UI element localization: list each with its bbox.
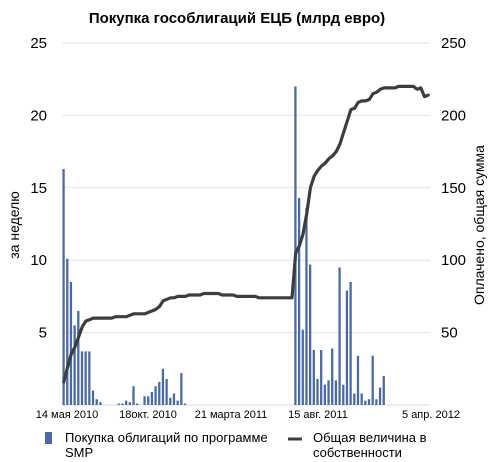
legend: Покупка облигаций по программе SMP Общая… bbox=[45, 430, 427, 460]
right-tick-label: 100 bbox=[441, 252, 466, 269]
left-tick-label: 15 bbox=[30, 180, 47, 197]
bar-week-1 bbox=[62, 168, 65, 405]
bar-week-68 bbox=[309, 264, 312, 405]
bar-week-6 bbox=[80, 351, 84, 405]
legend-label-bars-line2: SMP bbox=[65, 445, 93, 460]
bar-week-66 bbox=[301, 329, 304, 405]
chart-title: Покупка гособлигаций ЕЦБ (млрд евро) bbox=[89, 10, 385, 27]
bar-week-23 bbox=[143, 396, 146, 405]
bar-week-77 bbox=[342, 384, 345, 405]
bar-week-80 bbox=[353, 393, 356, 405]
bar-week-84 bbox=[367, 399, 371, 405]
right-axis-ticks: 50 100 150 200 250 bbox=[441, 35, 466, 342]
bar-week-87 bbox=[378, 387, 382, 405]
x-tick-label: 14 мая 2010 bbox=[36, 409, 98, 421]
right-tick-label: 150 bbox=[441, 180, 466, 197]
legend-label-line-line1: Общая величина в bbox=[313, 430, 427, 445]
bar-week-10 bbox=[95, 399, 98, 405]
legend-label-line-line2: собственности bbox=[313, 445, 402, 460]
left-tick-label: 5 bbox=[39, 325, 47, 342]
bar-week-9 bbox=[91, 390, 95, 405]
bar-week-31 bbox=[172, 393, 176, 405]
left-tick-label: 25 bbox=[30, 35, 47, 52]
bar-week-72 bbox=[323, 384, 327, 405]
left-axis-label: за неделю bbox=[6, 191, 22, 258]
right-axis-label: Оплачено, общая сумма bbox=[471, 145, 487, 305]
bar-week-16 bbox=[117, 403, 120, 405]
left-tick-label: 20 bbox=[30, 107, 47, 124]
bar-week-2 bbox=[66, 258, 69, 405]
bar-week-7 bbox=[84, 351, 87, 405]
left-tick-label: 10 bbox=[30, 252, 47, 269]
right-tick-label: 250 bbox=[441, 35, 466, 52]
x-tick-label: 5 апр. 2012 bbox=[402, 409, 460, 421]
bar-week-71 bbox=[320, 349, 323, 405]
legend-label-bars-line1: Покупка облигаций по программе bbox=[65, 430, 268, 445]
left-axis-ticks: 5 10 15 20 25 bbox=[30, 35, 47, 342]
bar-week-32 bbox=[176, 400, 179, 405]
right-tick-label: 200 bbox=[441, 107, 466, 124]
x-tick-label: 15 авг. 2011 bbox=[288, 409, 348, 421]
holdings-line bbox=[62, 84, 430, 384]
bar-series bbox=[62, 86, 385, 405]
legend-swatch-bars bbox=[45, 432, 52, 444]
bar-week-34 bbox=[183, 403, 187, 405]
bar-week-18 bbox=[125, 400, 128, 405]
bar-week-5 bbox=[77, 310, 80, 405]
bar-week-4 bbox=[73, 325, 76, 405]
bar-week-27 bbox=[158, 381, 161, 405]
x-tick-label: 21 марта 2011 bbox=[195, 409, 268, 421]
bar-week-11 bbox=[99, 402, 102, 405]
x-axis-ticks: 14 мая 2010 18окт. 2010 21 марта 2011 15 ав… bbox=[36, 409, 460, 421]
bar-week-64 bbox=[294, 86, 297, 405]
x-tick-label: 18окт. 2010 bbox=[119, 409, 177, 421]
bar-week-29 bbox=[165, 378, 168, 405]
bar-week-67 bbox=[305, 208, 308, 405]
bar-week-20 bbox=[132, 386, 135, 405]
bar-week-82 bbox=[360, 393, 363, 405]
bar-week-65 bbox=[297, 197, 301, 405]
bar-week-85 bbox=[371, 355, 374, 405]
bar-week-73 bbox=[327, 380, 330, 405]
bar-week-8 bbox=[88, 351, 91, 405]
bar-week-83 bbox=[364, 400, 367, 405]
bar-week-26 bbox=[154, 386, 157, 405]
right-tick-label: 50 bbox=[441, 325, 458, 342]
bar-week-30 bbox=[169, 397, 172, 405]
bar-week-86 bbox=[375, 399, 378, 405]
bar-week-25 bbox=[150, 391, 154, 405]
bar-week-79 bbox=[349, 281, 352, 405]
bar-week-3 bbox=[69, 281, 73, 405]
grid-lines bbox=[62, 42, 430, 406]
bar-week-21 bbox=[136, 403, 139, 405]
bar-week-75 bbox=[334, 380, 338, 405]
bar-week-28 bbox=[161, 368, 165, 405]
bar-week-69 bbox=[312, 349, 315, 405]
line-series bbox=[62, 84, 430, 384]
bar-week-88 bbox=[382, 376, 385, 405]
bar-week-24 bbox=[147, 396, 150, 405]
bar-week-81 bbox=[356, 355, 360, 405]
bar-week-74 bbox=[331, 348, 334, 405]
bar-week-19 bbox=[128, 402, 131, 405]
bar-week-76 bbox=[338, 267, 341, 405]
bar-week-78 bbox=[345, 290, 349, 405]
bar-week-70 bbox=[316, 378, 319, 405]
bar-week-33 bbox=[180, 373, 183, 405]
bar-week-17 bbox=[121, 403, 124, 405]
